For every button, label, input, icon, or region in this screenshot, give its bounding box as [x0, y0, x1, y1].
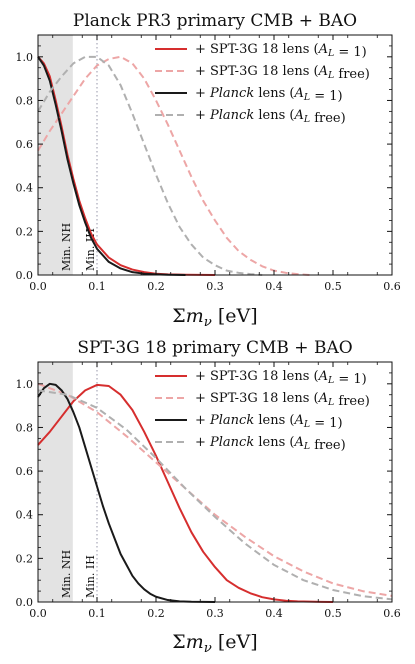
- x-tick-label: 0.5: [324, 280, 342, 293]
- x-tick-label: 0.1: [88, 607, 106, 620]
- shaded-region: [38, 362, 73, 602]
- y-tick-label: 0.2: [16, 225, 34, 238]
- y-tick-label: 0.0: [16, 269, 34, 282]
- x-tick-label: 0.3: [206, 280, 224, 293]
- x-tick-label: 0.5: [324, 607, 342, 620]
- legend-label-2: + SPT-3G 18 lens (AL free): [195, 391, 370, 409]
- x-tick-label: 0.2: [147, 280, 165, 293]
- y-tick-label: 1.0: [16, 378, 34, 391]
- x-tick-label: 0.0: [29, 607, 47, 620]
- series-line-2: [37, 382, 393, 597]
- x-tick-label: 0.4: [265, 280, 283, 293]
- x-tick-label: 0.0: [29, 280, 47, 293]
- y-tick-label: 0.6: [16, 465, 34, 478]
- series-line-4: [37, 55, 263, 276]
- x-tick-label: 0.3: [206, 607, 224, 620]
- x-tick-label: 0.1: [88, 280, 106, 293]
- y-tick-label: 0.0: [16, 596, 34, 609]
- series-line-1: [37, 383, 334, 603]
- y-tick-label: 0.8: [16, 94, 34, 107]
- series-line-2: [37, 55, 310, 276]
- legend-label-3: + Planck lens (AL = 1): [195, 86, 343, 104]
- legend-label-4: + Planck lens (AL free): [195, 435, 346, 453]
- legend: + SPT-3G 18 lens (AL = 1) + SPT-3G 18 len…: [155, 369, 370, 453]
- series-line-3: [37, 382, 216, 603]
- chart-title: SPT-3G 18 primary CMB + BAO: [77, 338, 352, 358]
- vline-label: Min. NH: [60, 223, 73, 271]
- legend-label-2: + SPT-3G 18 lens (AL free): [195, 64, 370, 82]
- chart-panel-2: SPT-3G 18 primary CMB + BAO Min. NH Min. I…: [16, 338, 401, 656]
- x-axis-label: Σmν [eV]: [172, 631, 257, 656]
- chart-title: Planck PR3 primary CMB + BAO: [73, 11, 357, 31]
- y-tick-label: 1.0: [16, 51, 34, 64]
- legend-label-1: + SPT-3G 18 lens (AL = 1): [195, 369, 367, 387]
- x-axis-label: Σmν [eV]: [172, 305, 257, 330]
- vline-label: Min. NH: [60, 550, 73, 598]
- legend: + SPT-3G 18 lens (AL = 1) + SPT-3G 18 len…: [155, 42, 370, 126]
- legend-label-1: + SPT-3G 18 lens (AL = 1): [195, 42, 367, 60]
- y-tick-label: 0.8: [16, 421, 34, 434]
- series-line-4: [37, 389, 393, 601]
- x-tick-label: 0.6: [383, 607, 401, 620]
- vline-label: Min. IH: [84, 555, 97, 598]
- x-tick-label: 0.2: [147, 607, 165, 620]
- y-tick-label: 0.4: [16, 182, 34, 195]
- y-tick-label: 0.4: [16, 509, 34, 522]
- legend-label-3: + Planck lens (AL = 1): [195, 413, 343, 431]
- legend-label-4: + Planck lens (AL free): [195, 108, 346, 126]
- x-tick-label: 0.4: [265, 607, 283, 620]
- y-tick-label: 0.6: [16, 138, 34, 151]
- series-line-3: [37, 56, 186, 276]
- x-tick-label: 0.6: [383, 280, 401, 293]
- y-tick-label: 0.2: [16, 552, 34, 565]
